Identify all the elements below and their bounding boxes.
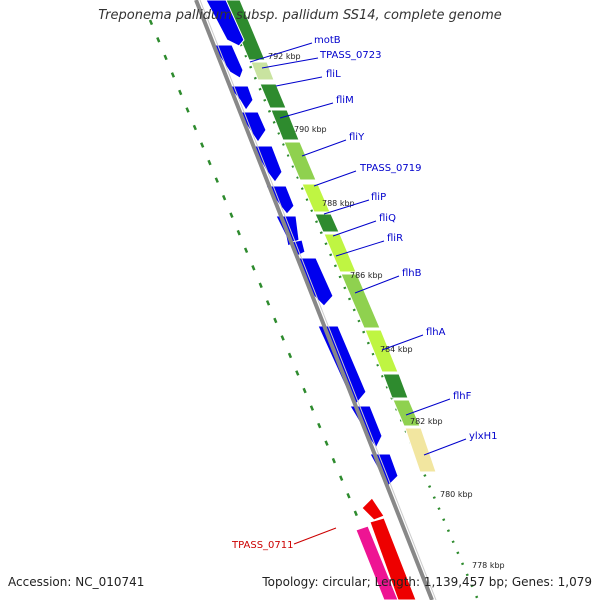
- gene-label-TPASS_0723: TPASS_0723: [319, 50, 381, 61]
- gene-label-ylxH1: ylxH1: [469, 431, 498, 442]
- gene-arrow: [361, 497, 385, 521]
- cds-feature-ring: [223, 0, 437, 473]
- gene-arrow: [317, 325, 367, 405]
- gene-arrow: [205, 0, 245, 47]
- genome-backbone: [194, 0, 437, 600]
- gene-label-flhF: flhF: [453, 391, 472, 402]
- map-title: Treponema pallidum subsp. pallidum SS14,…: [98, 8, 502, 23]
- gene-label-fliQ: fliQ: [379, 213, 396, 224]
- gene-arrow: [251, 145, 283, 183]
- scale-label: 790 kbp: [294, 125, 327, 134]
- reverse-gene-arrows: [355, 497, 417, 600]
- gene-labels: motB TPASS_0723 fliL fliM fliY TPASS_071…: [231, 35, 498, 551]
- gene-arrow: [369, 517, 417, 600]
- scale-labels: 792 kbp 790 kbp 788 kbp 786 kbp 784 kbp …: [268, 52, 505, 570]
- forward-gene-arrows: [205, 0, 399, 487]
- gene-label-fliP: fliP: [371, 192, 386, 203]
- gene-label-TPASS_0719: TPASS_0719: [359, 163, 421, 174]
- gene-label-fliR: fliR: [387, 233, 403, 244]
- gene-label-fliY: fliY: [349, 132, 365, 143]
- gene-label-fliL: fliL: [326, 69, 341, 80]
- gene-label-flhA: flhA: [426, 327, 446, 338]
- topology-text: Topology: circular; Length: 1,139,457 bp…: [262, 575, 592, 589]
- scale-label: 784 kbp: [380, 345, 413, 354]
- scale-label: 778 kbp: [472, 561, 505, 570]
- scale-label: 786 kbp: [350, 271, 383, 280]
- scale-label: 792 kbp: [268, 52, 301, 61]
- gene-label-leaders: [249, 42, 467, 545]
- gene-label-flhB: flhB: [402, 268, 422, 279]
- scale-label: 780 kbp: [440, 490, 473, 499]
- gene-label-fliM: fliM: [336, 95, 354, 106]
- gc-skew-track-outer: [220, 0, 480, 600]
- scale-label: 788 kbp: [322, 199, 355, 208]
- gene-label-motB: motB: [314, 35, 341, 46]
- scale-label: 782 kbp: [410, 417, 443, 426]
- gene-label-TPASS_0711: TPASS_0711: [231, 540, 293, 551]
- gene-arrow: [355, 525, 399, 600]
- accession-text: Accession: NC_010741: [8, 575, 145, 589]
